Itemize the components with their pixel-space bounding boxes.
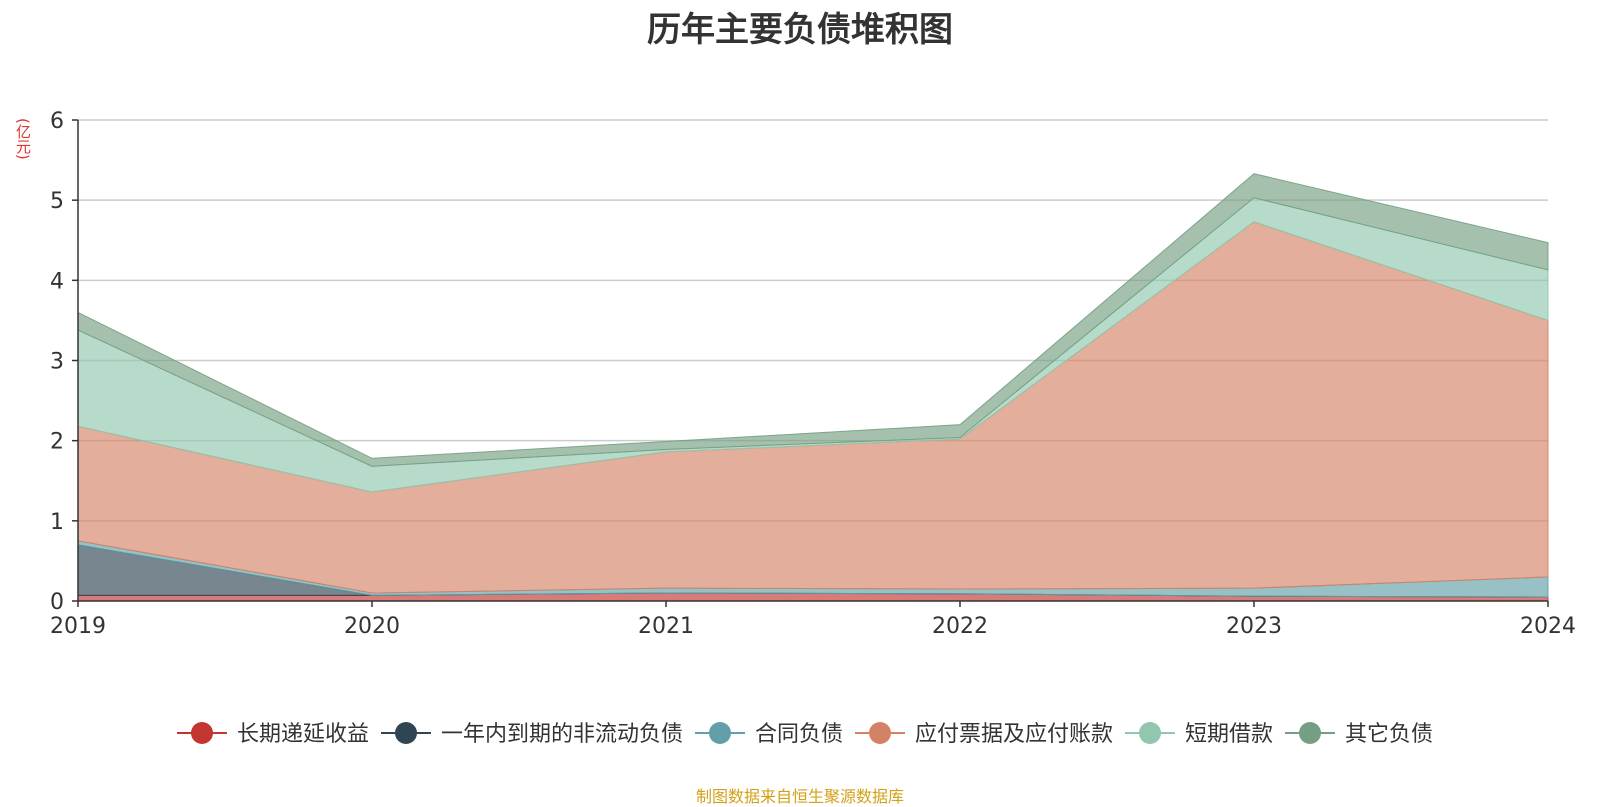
legend-label: 应付票据及应付账款 <box>915 722 1113 747</box>
legend-item-5[interactable]: 其它负债 <box>1285 722 1433 747</box>
legend-label: 一年内到期的非流动负债 <box>441 722 683 747</box>
x-tick-label: 2019 <box>50 614 106 639</box>
legend-marker-icon <box>1299 722 1321 744</box>
legend-marker-icon <box>709 722 731 744</box>
legend-item-3[interactable]: 应付票据及应付账款 <box>855 722 1113 747</box>
x-tick-label: 2022 <box>932 614 988 639</box>
y-tick-label: 2 <box>50 430 64 455</box>
y-tick-label: 5 <box>50 189 64 214</box>
y-axis-unit-label: (亿元) <box>14 118 32 160</box>
x-tick-label: 2021 <box>638 614 694 639</box>
legend-label: 短期借款 <box>1185 722 1273 747</box>
y-tick-label: 4 <box>50 269 64 294</box>
chart-title: 历年主要负债堆积图 <box>647 10 953 50</box>
legend-item-4[interactable]: 短期借款 <box>1125 722 1273 747</box>
legend-item-2[interactable]: 合同负债 <box>695 722 843 747</box>
y-tick-label: 6 <box>50 109 64 134</box>
x-tick-label: 2023 <box>1226 614 1282 639</box>
legend-item-1[interactable]: 一年内到期的非流动负债 <box>381 722 683 747</box>
y-tick-label: 1 <box>50 510 64 535</box>
legend-label: 其它负债 <box>1345 722 1433 747</box>
y-tick-label: 0 <box>50 590 64 615</box>
y-tick-label: 3 <box>50 350 64 375</box>
legend-label: 合同负债 <box>755 722 843 747</box>
legend-marker-icon <box>1139 722 1161 744</box>
x-tick-label: 2020 <box>344 614 400 639</box>
legend-marker-icon <box>395 722 417 744</box>
area-series-5[interactable] <box>77 173 1549 467</box>
legend-marker-icon <box>869 722 891 744</box>
legend-item-0[interactable]: 长期递延收益 <box>177 722 369 747</box>
source-note: 制图数据来自恒生聚源数据库 <box>695 787 904 806</box>
x-tick-label: 2024 <box>1520 614 1576 639</box>
legend-label: 长期递延收益 <box>237 722 369 747</box>
area-series-3[interactable] <box>77 221 1549 594</box>
legend-marker-icon <box>191 722 213 744</box>
